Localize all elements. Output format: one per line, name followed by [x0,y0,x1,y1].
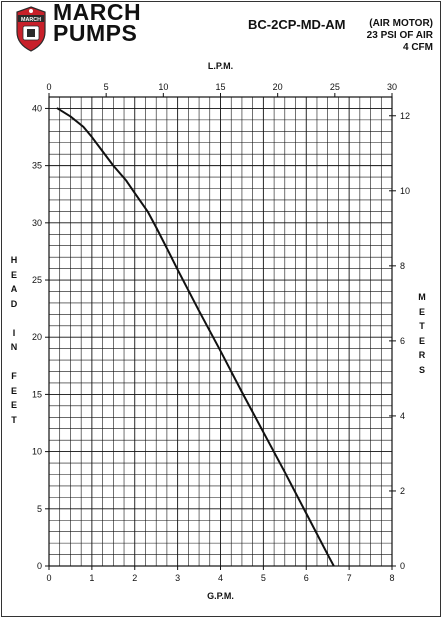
top-x-tick-label: 5 [104,82,109,92]
x-tick-label: 2 [132,573,137,583]
logo-text: MARCH [21,17,41,23]
y-axis-label-letter: E [10,385,17,396]
right-y-tick-label: 2 [400,486,405,496]
x-tick-label: 4 [218,573,223,583]
right-y-tick-label: 4 [400,411,405,421]
brand-name: MARCH PUMPS [53,0,142,46]
air-pressure: 23 PSI OF AIR [366,30,433,41]
x-axis-label: G.P.M. [207,591,234,601]
y-tick-label: 0 [37,561,42,571]
y-tick-label: 35 [32,161,42,171]
right-y-axis-label-letter: R [418,350,426,360]
right-y-axis-label-letter: S [418,364,425,375]
right-y-tick-label: 12 [400,111,410,121]
top-x-tick-label: 25 [330,82,340,92]
y-axis-label-letter: E [10,400,17,410]
y-axis-label-letter: I [12,327,16,338]
model-number: BC-2CP-MD-AM [248,17,346,32]
top-x-axis-label: L.P.M. [208,61,233,71]
top-x-tick-label: 30 [387,82,397,92]
x-tick-label: 8 [389,573,394,583]
y-tick-label: 20 [32,332,42,342]
y-tick-label: 5 [37,504,42,514]
y-axis-label-gap [8,311,20,326]
right-y-tick-label: 10 [400,186,410,196]
right-y-tick-label: 0 [400,561,405,571]
operating-conditions: (AIR MOTOR) 23 PSI OF AIR 4 CFM [367,18,433,54]
y-axis-label-letter: E [10,269,17,280]
x-tick-label: 0 [46,573,51,583]
y-axis-label-letter: N [10,342,18,352]
right-y-tick-label: 6 [400,336,405,346]
y-axis-label-letter: H [10,255,18,265]
y-axis-label-letter: A [10,284,18,294]
x-tick-label: 5 [261,573,266,583]
top-x-tick-label: 20 [273,82,283,92]
right-y-axis-label-letter: E [418,306,425,317]
x-tick-label: 6 [304,573,309,583]
x-tick-label: 7 [347,573,352,583]
top-x-tick-label: 10 [158,82,168,92]
right-y-axis-label-letter: T [419,321,425,331]
y-axis-label-gap [8,355,20,370]
y-axis-label-letter: T [11,414,17,425]
y-tick-label: 25 [32,275,42,285]
pump-curve-line [56,107,335,566]
march-pumps-logo: MARCH [16,6,46,52]
right-y-axis-label-letter: E [418,335,425,346]
y-axis-label-letter: F [11,371,17,381]
top-x-tick-label: 15 [215,82,225,92]
y-tick-label: 40 [32,103,42,113]
brand-line-1: MARCH [53,0,142,25]
brand-line-2: PUMPS [53,20,138,46]
right-y-tick-label: 8 [400,261,405,271]
right-y-axis-label-letter: M [418,292,426,302]
y-tick-label: 15 [32,389,42,399]
y-tick-label: 10 [32,447,42,457]
x-tick-label: 1 [89,573,94,583]
motor-type: (AIR MOTOR) [369,18,433,29]
y-axis-label-letter: D [10,298,18,309]
y-tick-label: 30 [32,218,42,228]
air-flow: 4 CFM [403,42,433,53]
top-x-tick-label: 0 [46,82,51,92]
x-tick-label: 3 [175,573,180,583]
